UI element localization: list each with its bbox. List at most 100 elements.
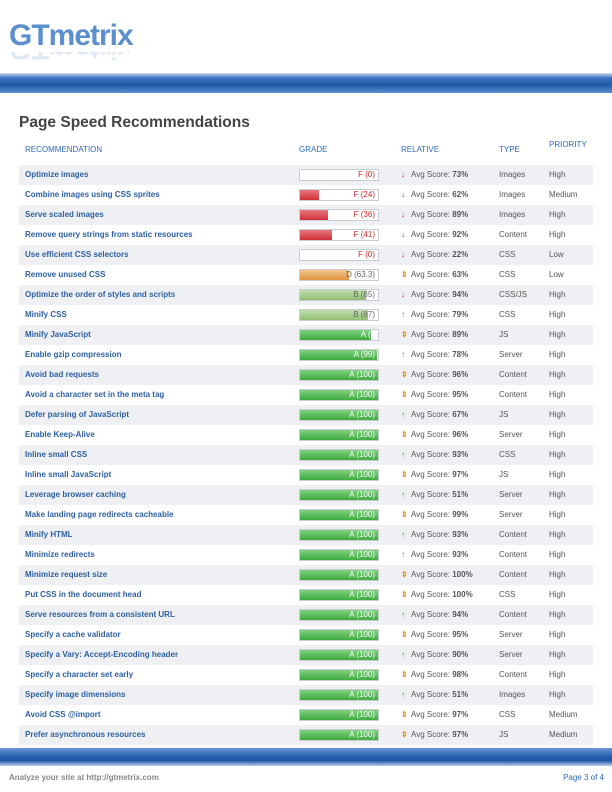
priority-cell: High	[549, 550, 566, 559]
relative-score: ⇕ Avg Score: 96%	[401, 365, 468, 385]
recommendation-name[interactable]: Make landing page redirects cacheable	[25, 510, 174, 519]
recommendation-name[interactable]: Minify CSS	[25, 310, 67, 319]
recommendation-name[interactable]: Inline small JavaScript	[25, 470, 112, 479]
grade-fill	[300, 690, 378, 700]
table-row: Defer parsing of JavaScript A (100) ↑ Avg S…	[19, 405, 593, 425]
recommendation-name[interactable]: Minimize redirects	[25, 550, 95, 559]
type-cell: JS	[499, 470, 509, 479]
grade-label: A (100)	[349, 550, 375, 559]
grade-fill	[300, 550, 378, 560]
grade-label: B (85)	[353, 290, 375, 299]
recommendation-name[interactable]: Optimize the order of styles and scripts	[25, 290, 176, 299]
table-row: Minify HTML A (100) ↑ Avg Score: 93% Content…	[19, 525, 593, 545]
recommendation-name[interactable]: Minify JavaScript	[25, 330, 91, 339]
recommendation-name[interactable]: Use efficient CSS selectors	[25, 250, 129, 259]
recommendation-name[interactable]: Specify a cache validator	[25, 630, 121, 639]
recommendation-name[interactable]: Remove query strings from static resourc…	[25, 230, 193, 239]
relative-score: ⇕ Avg Score: 97%	[401, 725, 468, 745]
recommendation-name[interactable]: Serve scaled images	[25, 210, 104, 219]
recommendation-name[interactable]: Avoid bad requests	[25, 370, 99, 379]
type-cell: Server	[499, 510, 523, 519]
trend-same-icon: ⇕	[401, 390, 408, 399]
relative-value: 79%	[452, 310, 469, 319]
grade-bar: A (100)	[299, 569, 379, 581]
trend-same-icon: ⇕	[401, 630, 408, 639]
grade-label: A (100)	[349, 650, 375, 659]
relative-prefix: Avg Score:	[411, 610, 450, 619]
recommendation-name[interactable]: Avoid CSS @import	[25, 710, 101, 719]
relative-value: 95%	[452, 390, 469, 399]
relative-value: 100%	[452, 590, 473, 599]
priority-cell: High	[549, 430, 566, 439]
priority-cell: High	[549, 410, 566, 419]
recommendation-name[interactable]: Prefer asynchronous resources	[25, 730, 146, 739]
recommendation-name[interactable]: Enable Keep-Alive	[25, 430, 95, 439]
recommendation-name[interactable]: Enable gzip compression	[25, 350, 122, 359]
relative-prefix: Avg Score:	[411, 650, 450, 659]
grade-bar: F (41)	[299, 229, 379, 241]
grade-fill	[300, 710, 378, 720]
type-cell: Content	[499, 570, 528, 579]
recommendation-name[interactable]: Minimize request size	[25, 570, 108, 579]
trend-same-icon: ⇕	[401, 730, 408, 739]
relative-prefix: Avg Score:	[411, 290, 450, 299]
grade-label: A (100)	[349, 630, 375, 639]
table-row: Avoid bad requests A (100) ⇕ Avg Score: 96%…	[19, 365, 593, 385]
table-row: Optimize images F (0) ↓ Avg Score: 73% Image…	[19, 165, 593, 185]
grade-fill	[300, 370, 378, 380]
priority-cell: Low	[549, 250, 564, 259]
priority-cell: Medium	[549, 190, 578, 199]
relative-prefix: Avg Score:	[411, 390, 450, 399]
table-row: Inline small JavaScript A (100) ⇕ Avg Score…	[19, 465, 593, 485]
grade-label: A (100)	[349, 450, 375, 459]
relative-prefix: Avg Score:	[411, 530, 450, 539]
relative-score: ⇕ Avg Score: 95%	[401, 625, 468, 645]
recommendation-name[interactable]: Specify a Vary: Accept-Encoding header	[25, 650, 179, 659]
recommendation-name[interactable]: Optimize images	[25, 170, 89, 179]
relative-value: 96%	[452, 370, 469, 379]
priority-cell: High	[549, 490, 566, 499]
trend-down-icon: ↓	[401, 230, 405, 239]
recommendation-name[interactable]: Minify HTML	[25, 530, 73, 539]
relative-prefix: Avg Score:	[411, 370, 450, 379]
table-row: Minimize redirects A (100) ↑ Avg Score: 93%…	[19, 545, 593, 565]
recommendation-name[interactable]: Specify a character set early	[25, 670, 134, 679]
grade-fill	[300, 390, 378, 400]
trend-same-icon: ⇕	[401, 270, 408, 279]
recommendation-name[interactable]: Avoid a character set in the meta tag	[25, 390, 165, 399]
recommendation-name[interactable]: Serve resources from a consistent URL	[25, 610, 175, 619]
priority-cell: Medium	[549, 730, 578, 739]
header-band	[0, 73, 612, 93]
trend-same-icon: ⇕	[401, 670, 408, 679]
relative-prefix: Avg Score:	[411, 410, 450, 419]
relative-prefix: Avg Score:	[411, 690, 450, 699]
type-cell: Server	[499, 630, 523, 639]
priority-cell: High	[549, 350, 566, 359]
recommendation-name[interactable]: Leverage browser caching	[25, 490, 126, 499]
trend-down-icon: ↓	[401, 190, 405, 199]
gtmetrix-logo: GTmetrix GTmetrix	[9, 18, 134, 65]
recommendation-name[interactable]: Combine images using CSS sprites	[25, 190, 160, 199]
trend-down-icon: ↓	[401, 170, 405, 179]
grade-label: F (0)	[358, 250, 375, 259]
recommendation-name[interactable]: Put CSS in the document head	[25, 590, 142, 599]
relative-score: ⇕ Avg Score: 96%	[401, 425, 468, 445]
grade-bar: D (63.3)	[299, 269, 379, 281]
recommendation-name[interactable]: Remove unused CSS	[25, 270, 106, 279]
grade-bar: B (85)	[299, 289, 379, 301]
recommendation-name[interactable]: Defer parsing of JavaScript	[25, 410, 130, 419]
page-title: Page Speed Recommendations	[19, 114, 250, 131]
grade-bar: A (100)	[299, 689, 379, 701]
table-row: Specify a character set early A (100) ⇕ Avg…	[19, 665, 593, 685]
relative-value: 98%	[452, 670, 469, 679]
recommendation-name[interactable]: Specify image dimensions	[25, 690, 126, 699]
grade-label: A (100)	[349, 430, 375, 439]
table-row: Avoid a character set in the meta tag A (…	[19, 385, 593, 405]
grade-label: A (100)	[349, 470, 375, 479]
recommendation-name[interactable]: Inline small CSS	[25, 450, 88, 459]
priority-cell: High	[549, 570, 566, 579]
trend-same-icon: ⇕	[401, 570, 408, 579]
relative-score: ↑ Avg Score: 51%	[401, 685, 468, 705]
grade-bar: A (100)	[299, 489, 379, 501]
table-row: Minify CSS B (87) ↑ Avg Score: 79% CSS High	[19, 305, 593, 325]
